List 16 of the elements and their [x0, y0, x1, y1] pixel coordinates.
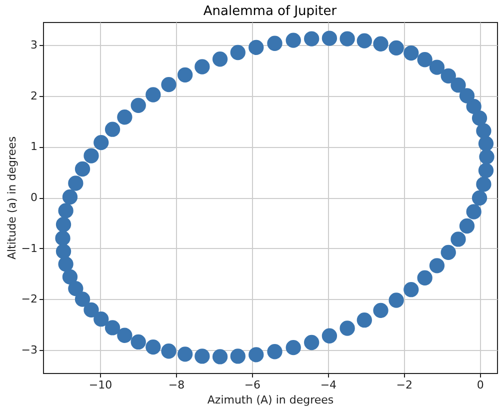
- x-tick-label: −6: [244, 378, 261, 392]
- y-tick-label: −3: [21, 344, 38, 357]
- x-tick-label: −2: [396, 378, 413, 392]
- y-tick-label: −1: [21, 242, 38, 255]
- y-tick-label: 2: [30, 89, 38, 102]
- x-tick-label: −10: [88, 378, 112, 392]
- y-axis-title: Altitude (a) in degrees: [5, 136, 18, 260]
- y-tick-label: 3: [30, 38, 38, 52]
- chart-title: Analemma of Jupiter: [203, 4, 338, 19]
- y-tick-label: −2: [21, 292, 38, 306]
- x-tick-label: 0: [476, 378, 484, 392]
- x-tick-label: −4: [320, 378, 337, 392]
- x-axis-title: Azimuth (A) in degrees: [207, 394, 334, 406]
- x-tick-label: −8: [168, 378, 185, 392]
- y-tick-label: 0: [30, 191, 38, 204]
- y-tick-label: 1: [30, 140, 38, 154]
